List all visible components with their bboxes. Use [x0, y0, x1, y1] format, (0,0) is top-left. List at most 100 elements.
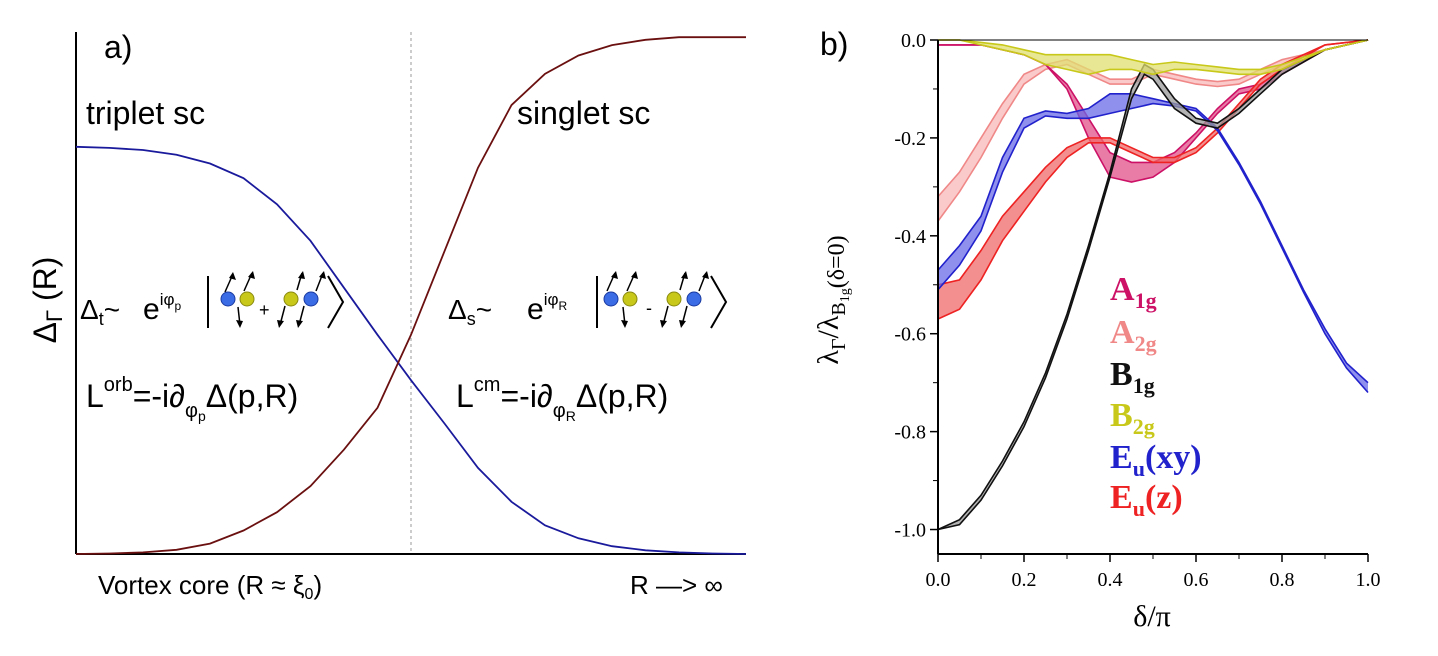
panel-b-bands	[937, 39, 1369, 531]
series-line-singlet	[75, 36, 746, 555]
spin-pair-2	[277, 271, 326, 328]
panel-b-y-label-slash: /λ	[812, 315, 845, 338]
region-label-triplet: triplet sc	[86, 95, 205, 131]
panel-b-label: b)	[820, 26, 848, 62]
y-tick-label: -1.0	[894, 520, 926, 542]
eq-triplet-tilde: ~	[104, 294, 120, 325]
x-tick-label: 1.0	[1356, 569, 1381, 591]
legend-B1g-sub: 1g	[1133, 373, 1155, 398]
legend-item-Eu-xy: Eu(xy)	[1110, 439, 1202, 481]
eq-singlet-delta-sub: s	[467, 309, 476, 329]
legend-A2g-main: A	[1110, 314, 1135, 351]
panel-b-y-label: λΓ/λB1g(δ=0)	[812, 235, 853, 364]
legend-Euz-sub: u	[1133, 496, 1145, 521]
panel-a-label: a)	[104, 29, 132, 65]
eq-triplet-delta-symbol: Δ	[80, 294, 99, 325]
panel-a-y-label-tail: (R)	[27, 257, 63, 310]
region-label-singlet: singlet sc	[517, 95, 650, 131]
eq-triplet-exp-sup-sub: p	[175, 299, 182, 313]
legend-item-B1g: B1g	[1110, 356, 1155, 398]
blue-electron-icon	[220, 291, 236, 307]
x-tick-label: 0.8	[1270, 569, 1295, 591]
eq-L-orb-sub: φ	[185, 400, 198, 422]
band-Eu-z	[938, 40, 1368, 319]
panel-a-y-label: ΔΓ (R)	[27, 257, 67, 344]
panel-a-x-label-left-main: Vortex core (R ≈ ξ	[98, 570, 305, 600]
eq-triplet-exp: eiφp	[143, 290, 182, 326]
eq-L-orb-sup: orb	[104, 374, 133, 396]
y-tick-label: -0.6	[894, 324, 926, 346]
eq-L-cm-mid: =-i∂	[500, 378, 552, 414]
spin-pair-3	[603, 271, 638, 328]
spin-pair-1	[220, 271, 255, 328]
legend-B2g-sub: 2g	[1133, 414, 1155, 439]
blue-electron-icon	[603, 291, 619, 307]
band-upper-B1g	[937, 39, 1369, 531]
legend-item-B2g: B2g	[1110, 397, 1155, 439]
legend-Euz-main: E	[1110, 479, 1133, 516]
panel-b-y-label-sub2sub: 1g	[838, 288, 853, 302]
panel-a-x-label-left: Vortex core (R ≈ ξ0)	[98, 570, 322, 603]
ket-angle-right	[710, 275, 728, 329]
spin-pair-4	[660, 271, 709, 328]
blue-electron-icon	[686, 291, 702, 307]
band-lower-B2g	[938, 39, 1369, 76]
panel-a-x-label-left-tail: )	[313, 570, 322, 600]
eq-triplet-delta: Δt~	[80, 294, 120, 329]
legend-item-A1g: A1g	[1110, 271, 1157, 313]
eq-singlet-exp-sup: iφ	[544, 290, 559, 309]
band-B2g	[938, 40, 1368, 75]
panel-b-ticks: 0.0 0.2 0.4 0.6 0.8 1.0 0.0 -0.2 -0.4 -0.6 -0.8 -1.…	[894, 30, 1380, 591]
panel-b-y-label-tail: (δ=0)	[824, 235, 850, 288]
legend-B2g-main: B	[1110, 397, 1133, 434]
panel-a: a) ΔΓ (R) triplet sc singlet sc Δt~ eiφp…	[27, 29, 747, 603]
panel-b: b) 0.0 0.2 0.4 0.6 0.8 1.0 0.0 -0.2 -0.4 -0.6 -0.8…	[812, 26, 1381, 633]
eq-L-cm-subsub: R	[566, 408, 576, 424]
x-tick-label: 0.0	[926, 569, 951, 591]
legend-A1g-main: A	[1110, 271, 1135, 308]
legend-B1g-main: B	[1110, 356, 1133, 393]
eq-singlet: Δs~ eiφR -	[448, 271, 728, 329]
band-lower-Eu-xy	[937, 102, 1369, 394]
legend-A2g-sub: 2g	[1135, 331, 1157, 356]
panel-a-series	[75, 36, 747, 555]
panel-b-y-label-sub1: Γ	[828, 338, 850, 350]
x-tick-label: 0.2	[1012, 569, 1037, 591]
panel-b-y-label-lambda1: λ	[812, 350, 845, 365]
eq-triplet: Δt~ eiφp +	[80, 271, 345, 329]
x-tick-label: 0.4	[1098, 569, 1123, 591]
eq-triplet-exp-e: e	[143, 293, 160, 326]
legend-Euz-tail: (z)	[1145, 479, 1183, 516]
y-tick-label: -0.2	[894, 128, 926, 150]
band-upper-B2g	[938, 39, 1369, 71]
eq-L-orb-L: L	[86, 378, 104, 414]
eq-L-orb-subsub: p	[198, 408, 206, 424]
panel-b-x-label: δ/π	[1133, 600, 1171, 633]
eq-triplet-plus: +	[259, 300, 270, 320]
series-line-triplet	[75, 145, 747, 555]
yellow-electron-icon	[283, 291, 299, 307]
band-upper-Eu-xy	[937, 93, 1369, 384]
eq-L-cm: Lcm=-i∂φRΔ(p,R)	[456, 374, 668, 424]
blue-electron-icon	[303, 291, 319, 307]
y-tick-label: -0.8	[894, 422, 926, 444]
x-tick-label: 0.6	[1184, 569, 1209, 591]
legend-item-Eu-z: Eu(z)	[1110, 479, 1183, 521]
panel-a-y-label-main: Δ	[27, 322, 63, 343]
panel-a-x-label-left-sub: 0	[305, 586, 314, 603]
eq-L-cm-sub: φ	[553, 400, 566, 422]
legend-A1g-sub: 1g	[1135, 288, 1157, 313]
eq-L-cm-sup: cm	[474, 374, 501, 396]
band-lower-Eu-z	[937, 39, 1369, 320]
eq-singlet-exp-e: e	[527, 293, 544, 326]
yellow-electron-icon	[666, 291, 682, 307]
eq-L-cm-tail: Δ(p,R)	[576, 378, 668, 414]
eq-L-orb: Lorb=-i∂φpΔ(p,R)	[86, 374, 298, 424]
eq-triplet-exp-sup: iφ	[160, 290, 175, 309]
legend-Euxy-sub: u	[1133, 456, 1145, 481]
eq-singlet-delta: Δs~	[448, 294, 492, 329]
eq-singlet-tilde: ~	[476, 294, 492, 325]
legend-Euxy-tail: (xy)	[1145, 439, 1202, 476]
yellow-electron-icon	[622, 291, 638, 307]
